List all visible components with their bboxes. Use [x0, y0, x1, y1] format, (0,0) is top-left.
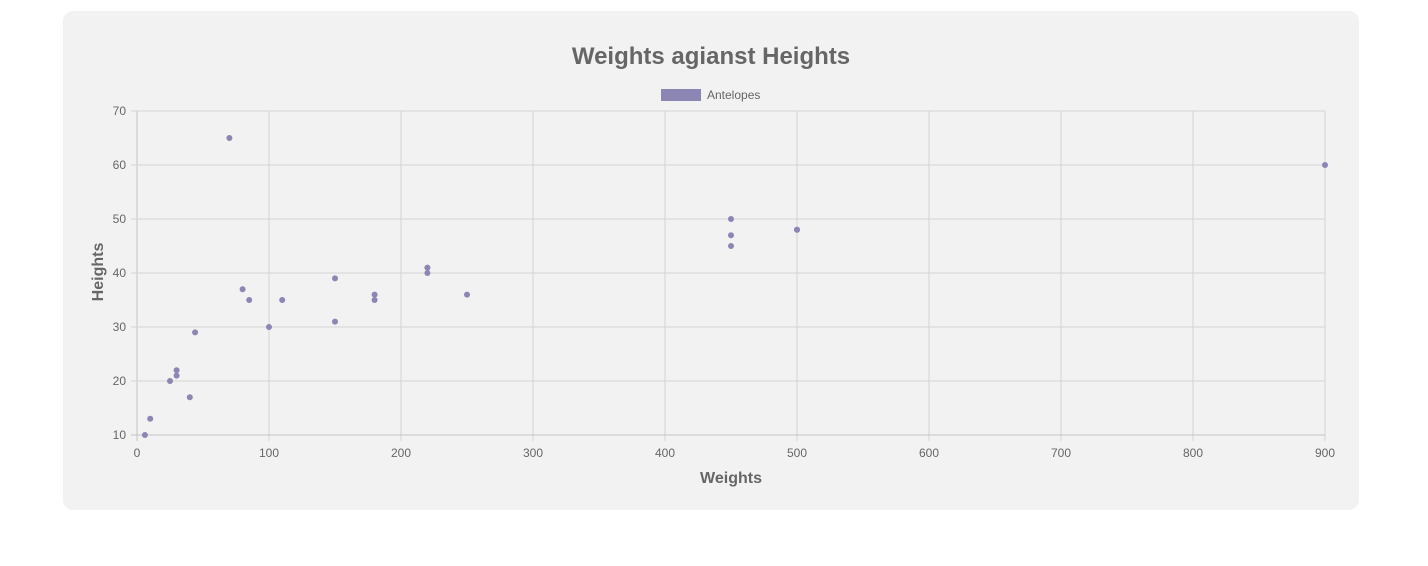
- data-point[interactable]: [147, 415, 154, 422]
- data-point[interactable]: [424, 264, 431, 271]
- data-point[interactable]: [332, 318, 338, 325]
- x-tick-label: 600: [919, 446, 939, 460]
- data-point[interactable]: [226, 135, 233, 141]
- data-point[interactable]: [371, 291, 378, 298]
- data-point[interactable]: [186, 394, 193, 401]
- data-point[interactable]: [728, 216, 734, 222]
- data-point[interactable]: [239, 286, 246, 293]
- data-point[interactable]: [728, 243, 734, 249]
- x-tick-label: 800: [1183, 446, 1203, 460]
- data-point[interactable]: [728, 232, 734, 239]
- data-point[interactable]: [167, 378, 173, 384]
- x-tick-label: 0: [134, 446, 141, 460]
- x-tick-label: 900: [1315, 446, 1335, 460]
- x-tick-label: 200: [391, 446, 411, 460]
- data-point[interactable]: [173, 372, 180, 379]
- x-tick-label: 700: [1051, 446, 1071, 460]
- x-tick-label: 500: [787, 446, 807, 460]
- y-tick-label: 70: [113, 104, 127, 118]
- x-tick-label: 300: [523, 446, 543, 460]
- data-point[interactable]: [173, 367, 180, 374]
- y-tick-label: 60: [113, 158, 127, 172]
- y-tick-label: 10: [113, 428, 127, 442]
- chart-title: Weights agianst Heights: [572, 43, 850, 70]
- data-point[interactable]: [464, 291, 470, 298]
- legend[interactable]: Antelopes: [661, 88, 760, 102]
- y-tick-label: 50: [113, 212, 127, 226]
- grid: [131, 110, 1326, 441]
- data-point[interactable]: [279, 297, 286, 303]
- data-point[interactable]: [266, 324, 272, 330]
- data-point[interactable]: [794, 226, 800, 233]
- data-point[interactable]: [332, 275, 338, 282]
- data-point[interactable]: [141, 432, 148, 438]
- x-tick-label: 100: [259, 446, 279, 460]
- y-tick-label: 30: [113, 320, 127, 334]
- data-point[interactable]: [192, 329, 199, 336]
- chart-card: Weights agianst Heights Antelopes 0 100 20…: [63, 11, 1359, 510]
- y-tick-label: 20: [113, 374, 127, 388]
- y-axis-title: Heights: [90, 243, 107, 302]
- data-point[interactable]: [1322, 162, 1328, 168]
- x-axis-ticks: 0 100 200 300 400 500 600 700 800 900: [134, 446, 1336, 460]
- scatter-chart: Weights agianst Heights Antelopes 0 100 20…: [90, 43, 1336, 487]
- data-point[interactable]: [246, 297, 253, 303]
- y-tick-label: 40: [113, 266, 127, 280]
- data-points: [141, 135, 1328, 438]
- legend-swatch-antelopes: [661, 89, 701, 101]
- y-axis-ticks: 10 20 30 40 50 60 70: [113, 104, 127, 442]
- legend-label-antelopes: Antelopes: [707, 88, 760, 102]
- x-tick-label: 400: [655, 446, 675, 460]
- data-point[interactable]: [371, 297, 378, 303]
- data-point[interactable]: [424, 270, 431, 276]
- x-axis-title: Weights: [700, 470, 762, 487]
